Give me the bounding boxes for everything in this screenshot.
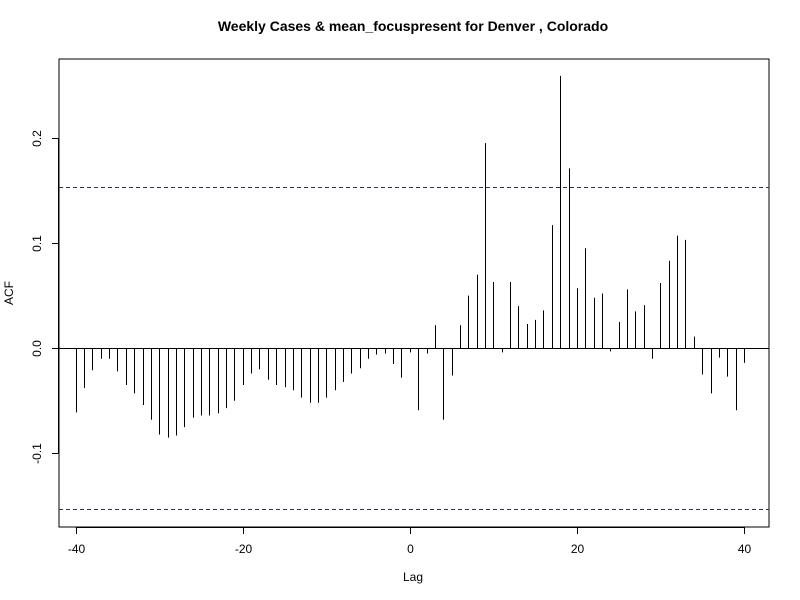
x-tick-label: 0 — [407, 542, 414, 556]
y-axis-label: ACF — [2, 281, 16, 305]
x-tick-label: -40 — [68, 542, 86, 556]
chart-title: Weekly Cases & mean_focuspresent for Den… — [218, 18, 608, 34]
x-tick-label: -20 — [235, 542, 253, 556]
confidence-lines — [59, 187, 769, 510]
y-axis: -0.1 0.0 0.1 0.2 — [30, 130, 59, 464]
y-tick-label: 0.2 — [30, 130, 44, 147]
x-axis: -40 -20 0 20 40 — [68, 527, 752, 556]
y-tick-label: 0.1 — [30, 235, 44, 252]
bars-group — [76, 75, 745, 438]
x-tick-label: 20 — [571, 542, 585, 556]
plot-frame — [58, 58, 770, 528]
y-tick-label: -0.1 — [30, 443, 44, 464]
x-tick-label: 40 — [738, 542, 752, 556]
y-tick-label: 0.0 — [30, 340, 44, 357]
x-axis-label: Lag — [403, 570, 423, 584]
